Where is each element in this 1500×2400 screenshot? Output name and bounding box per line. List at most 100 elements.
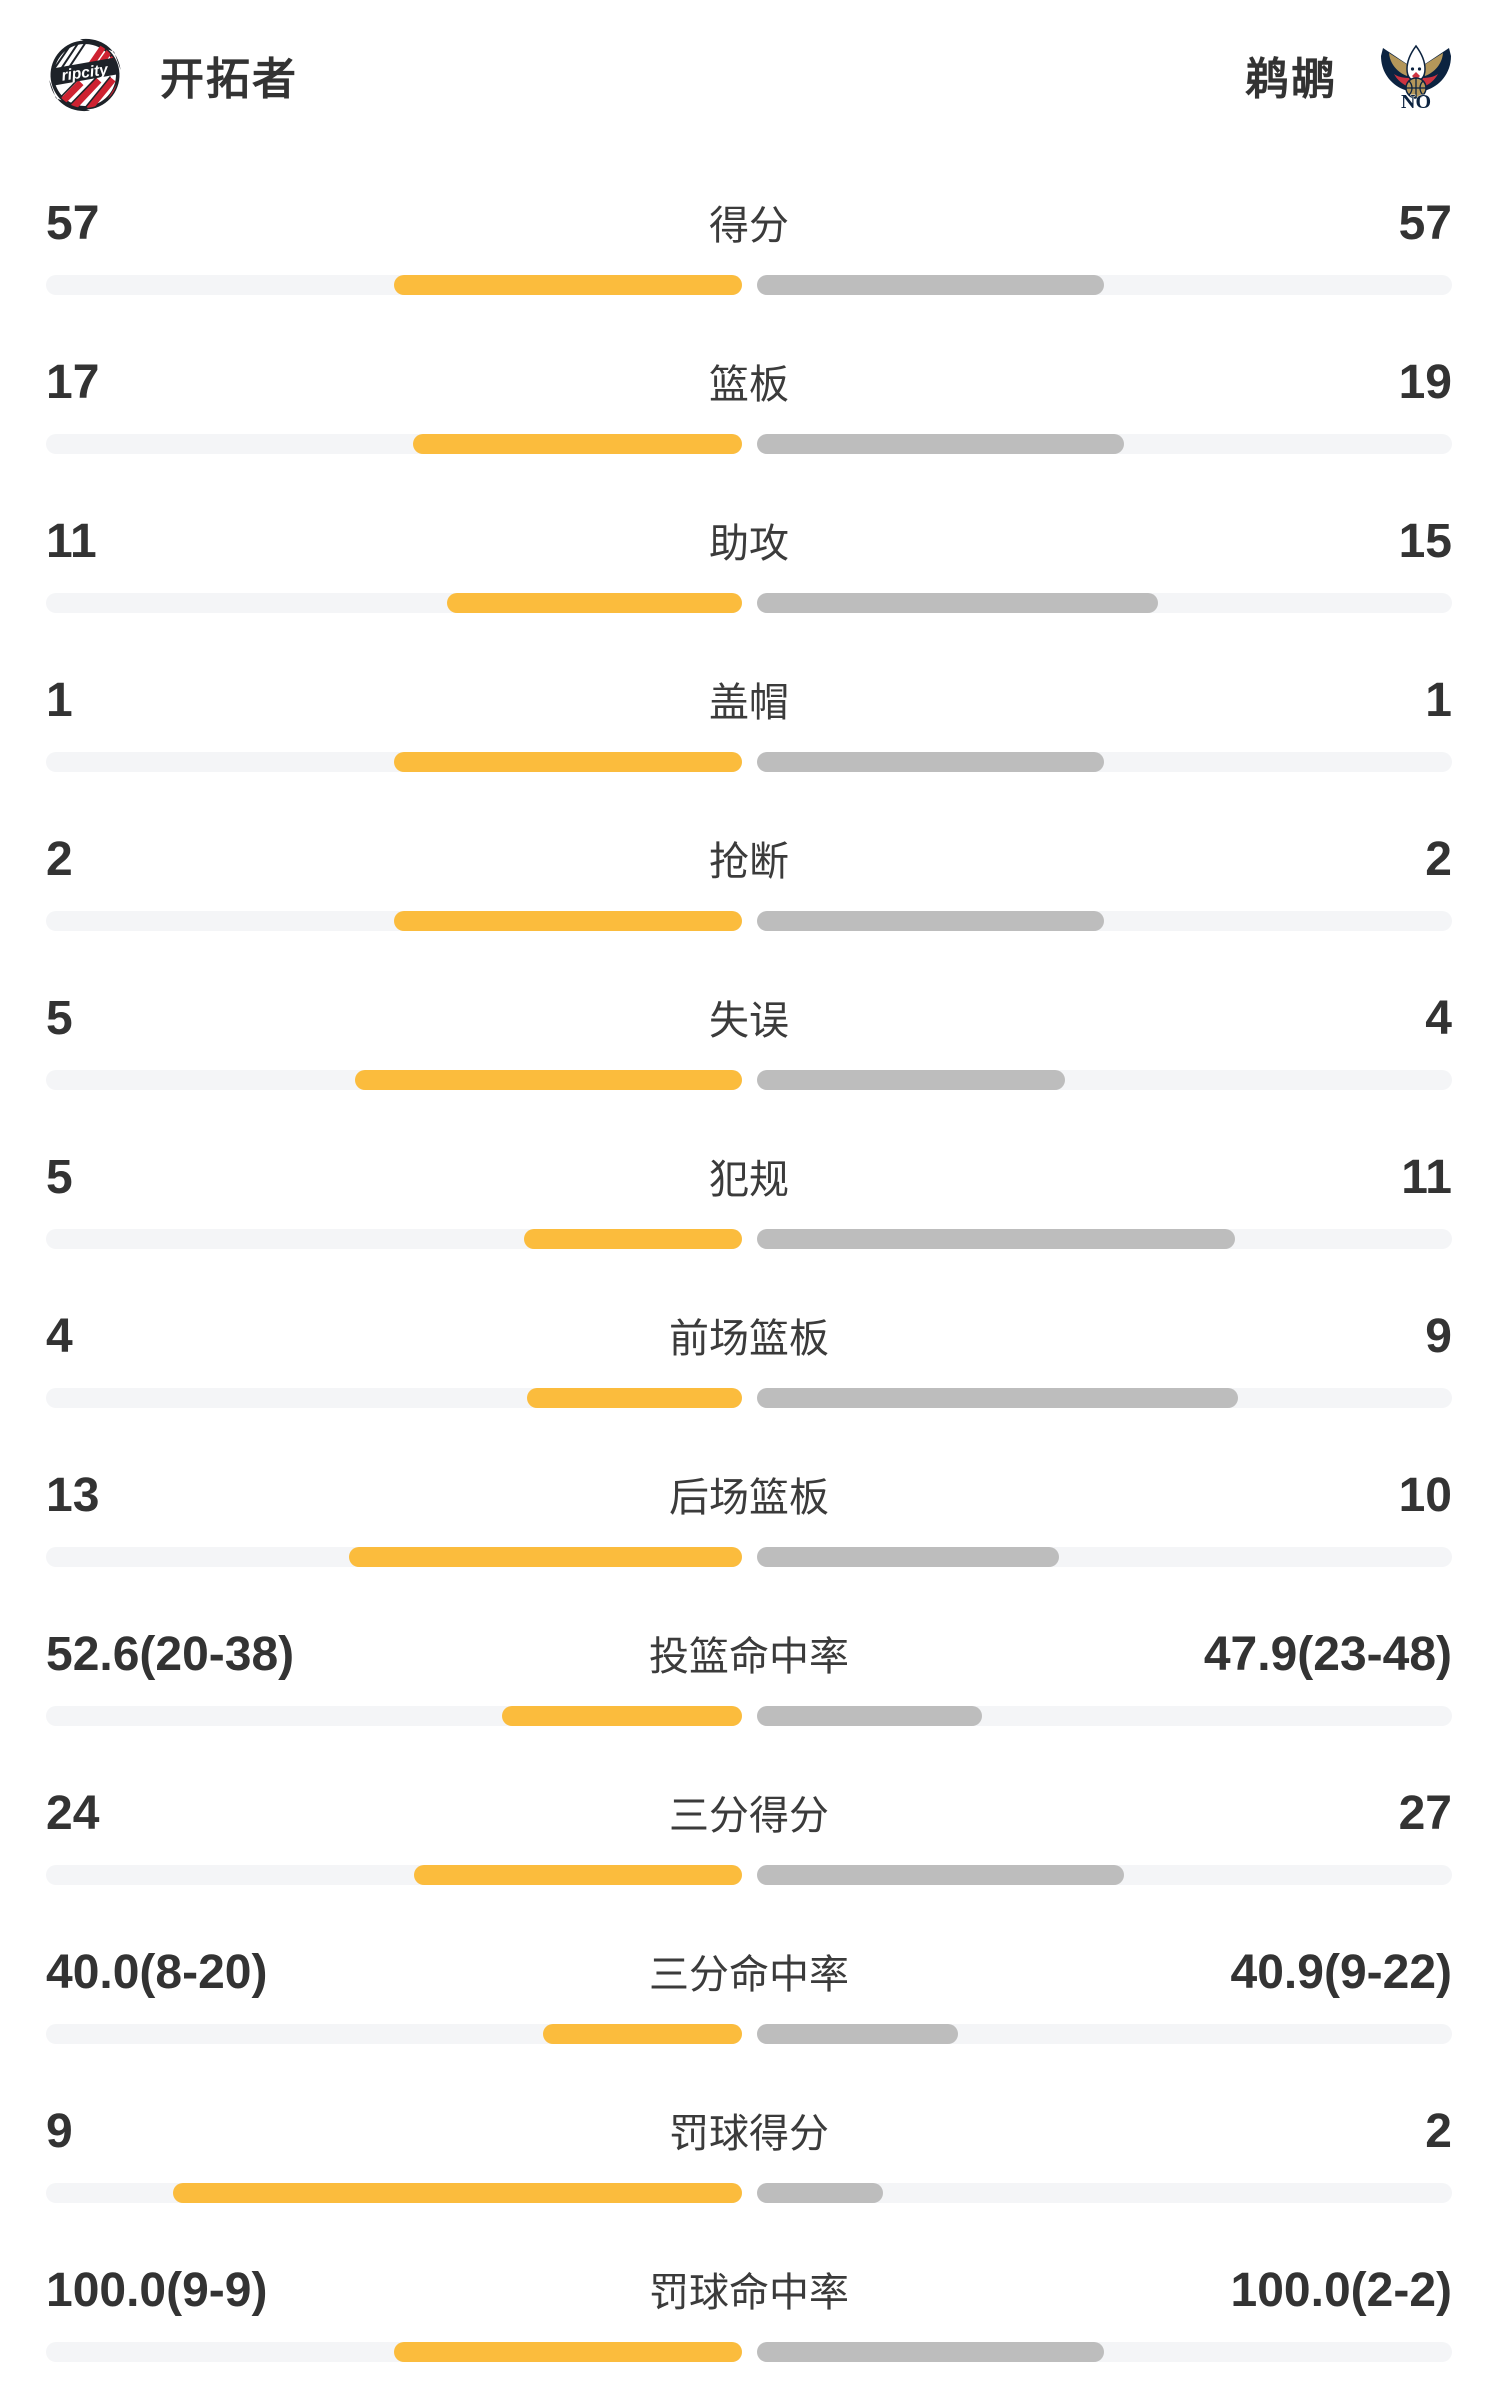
home-bar-fill bbox=[542, 2024, 742, 2044]
home-stat-value: 57 bbox=[46, 197, 100, 250]
stat-bars bbox=[46, 275, 1452, 295]
away-stat-value: 100.0(2-2) bbox=[1230, 2264, 1452, 2317]
stat-bars bbox=[46, 1865, 1452, 1885]
trail-blazers-logo-icon[interactable]: ripcity bbox=[46, 36, 124, 114]
away-bar-fill bbox=[756, 1229, 1235, 1249]
match-stats-header: ripcity 开拓者 鹈鹕 NO bbox=[0, 0, 1500, 150]
away-bar-fill bbox=[756, 1547, 1060, 1567]
pelicans-logo-icon[interactable]: NO bbox=[1377, 36, 1455, 114]
home-bar-track bbox=[46, 593, 742, 613]
home-stat-value: 40.0(8-20) bbox=[46, 1946, 268, 1999]
away-stat-value: 2 bbox=[1425, 833, 1452, 886]
stat-bars bbox=[46, 911, 1452, 931]
stat-label: 罚球命中率 bbox=[649, 2271, 849, 2315]
stat-bars bbox=[46, 1547, 1452, 1567]
stat-row: 13 后场篮板 10 bbox=[46, 1422, 1452, 1581]
stat-label: 三分得分 bbox=[669, 1794, 829, 1838]
away-bar-track bbox=[756, 911, 1452, 931]
stat-row: 52.6(20-38) 投篮命中率 47.9(23-48) bbox=[46, 1581, 1452, 1740]
stat-bars bbox=[46, 752, 1452, 772]
home-bar-track bbox=[46, 434, 742, 454]
stat-row-text: 52.6(20-38) 投篮命中率 47.9(23-48) bbox=[46, 1581, 1452, 1683]
home-bar-fill bbox=[393, 752, 742, 772]
stat-label: 篮板 bbox=[709, 363, 789, 407]
home-stat-value: 2 bbox=[46, 833, 73, 886]
away-bar-track bbox=[756, 752, 1452, 772]
away-bar-track bbox=[756, 2024, 1452, 2044]
away-bar-track bbox=[756, 593, 1452, 613]
stat-row-text: 9 罚球得分 2 bbox=[46, 2058, 1452, 2160]
stat-row: 40.0(8-20) 三分命中率 40.9(9-22) bbox=[46, 1899, 1452, 2058]
away-team: 鹈鹕 NO bbox=[1245, 36, 1455, 114]
home-stat-value: 24 bbox=[46, 1787, 100, 1840]
stat-bars bbox=[46, 1229, 1452, 1249]
stat-row: 9 罚球得分 2 bbox=[46, 2058, 1452, 2217]
away-bar-fill bbox=[756, 2183, 884, 2203]
away-bar-fill bbox=[756, 434, 1124, 454]
stat-bars bbox=[46, 593, 1452, 613]
stat-row: 2 抢断 2 bbox=[46, 786, 1452, 945]
home-bar-fill bbox=[393, 911, 742, 931]
stat-label: 罚球得分 bbox=[669, 2112, 829, 2156]
away-stat-value: 57 bbox=[1398, 197, 1452, 250]
away-bar-fill bbox=[756, 275, 1105, 295]
home-bar-fill bbox=[393, 2342, 742, 2362]
home-bar-track bbox=[46, 1547, 742, 1567]
stat-label: 前场篮板 bbox=[669, 1317, 829, 1361]
away-bar-fill bbox=[756, 1070, 1066, 1090]
away-stat-value: 1 bbox=[1425, 674, 1452, 727]
stat-row: 24 三分得分 27 bbox=[46, 1740, 1452, 1899]
home-bar-fill bbox=[527, 1388, 742, 1408]
stat-row-text: 40.0(8-20) 三分命中率 40.9(9-22) bbox=[46, 1899, 1452, 2001]
home-bar-fill bbox=[413, 434, 742, 454]
ripcity-logo-text: ripcity bbox=[61, 61, 111, 85]
home-stat-value: 5 bbox=[46, 1151, 73, 1204]
home-stat-value: 5 bbox=[46, 992, 73, 1045]
home-bar-track bbox=[46, 2183, 742, 2203]
home-stat-value: 13 bbox=[46, 1469, 100, 1522]
stat-label: 抢断 bbox=[709, 840, 789, 884]
home-bar-track bbox=[46, 2342, 742, 2362]
stat-label: 犯规 bbox=[709, 1158, 789, 1202]
home-stat-value: 11 bbox=[46, 515, 97, 568]
stat-row: 1 盖帽 1 bbox=[46, 627, 1452, 786]
away-bar-fill bbox=[756, 2024, 959, 2044]
stat-row-text: 2 抢断 2 bbox=[46, 786, 1452, 888]
away-stat-value: 47.9(23-48) bbox=[1203, 1628, 1452, 1681]
away-bar-fill bbox=[756, 1388, 1238, 1408]
home-bar-fill bbox=[354, 1070, 742, 1090]
away-stat-value: 2 bbox=[1425, 2105, 1452, 2158]
away-stat-value: 10 bbox=[1398, 1469, 1452, 1522]
stat-row: 57 得分 57 bbox=[46, 150, 1452, 309]
away-stat-value: 4 bbox=[1425, 992, 1452, 1045]
away-stat-value: 11 bbox=[1401, 1151, 1452, 1204]
stat-row-text: 4 前场篮板 9 bbox=[46, 1263, 1452, 1365]
stat-bars bbox=[46, 2342, 1452, 2362]
home-bar-fill bbox=[447, 593, 742, 613]
away-team-name[interactable]: 鹈鹕 bbox=[1245, 55, 1337, 104]
away-bar-fill bbox=[756, 1706, 982, 1726]
stat-row: 100.0(9-9) 罚球命中率 100.0(2-2) bbox=[46, 2217, 1452, 2376]
stat-label: 后场篮板 bbox=[669, 1476, 829, 1520]
stat-label: 三分命中率 bbox=[649, 1953, 849, 1997]
stat-row-text: 5 犯规 11 bbox=[46, 1104, 1452, 1206]
away-bar-track bbox=[756, 1229, 1452, 1249]
home-stat-value: 17 bbox=[46, 356, 100, 409]
away-bar-fill bbox=[756, 1865, 1125, 1885]
pelicans-logo-text: NO bbox=[1401, 91, 1431, 113]
home-bar-fill bbox=[413, 1865, 742, 1885]
stat-row-text: 13 后场篮板 10 bbox=[46, 1422, 1452, 1524]
stat-label: 助攻 bbox=[709, 522, 789, 566]
away-bar-track bbox=[756, 1706, 1452, 1726]
away-bar-track bbox=[756, 434, 1452, 454]
home-bar-fill bbox=[523, 1229, 742, 1249]
stat-row: 11 助攻 15 bbox=[46, 468, 1452, 627]
away-bar-fill bbox=[756, 2342, 1105, 2362]
home-stat-value: 100.0(9-9) bbox=[46, 2264, 268, 2317]
home-bar-fill bbox=[348, 1547, 742, 1567]
stat-row-text: 11 助攻 15 bbox=[46, 468, 1452, 570]
home-bar-fill bbox=[172, 2183, 742, 2203]
stat-row-text: 17 篮板 19 bbox=[46, 309, 1452, 411]
home-stat-value: 52.6(20-38) bbox=[46, 1628, 295, 1681]
home-team-name[interactable]: 开拓者 bbox=[160, 55, 298, 104]
